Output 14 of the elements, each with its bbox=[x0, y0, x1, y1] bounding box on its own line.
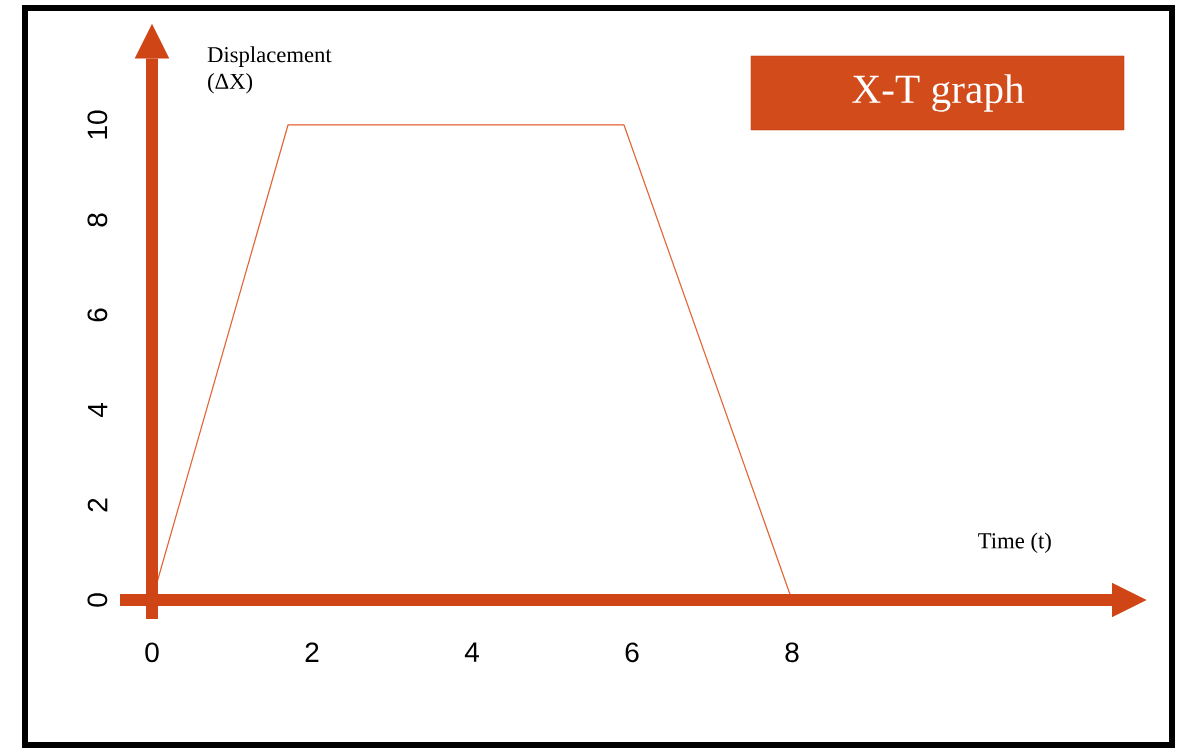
y-tick-label: 6 bbox=[87, 308, 108, 322]
x-tick-label: 2 bbox=[305, 642, 319, 662]
x-tick-label: 0 bbox=[145, 642, 159, 663]
y-tick-label: 2 bbox=[87, 498, 108, 512]
chart-title: X-T graph bbox=[852, 74, 1025, 112]
y-tick-label: 8 bbox=[87, 213, 108, 227]
y-tick-label: 4 bbox=[88, 403, 108, 418]
x-tick-label: 8 bbox=[785, 642, 799, 663]
x-tick-label: 4 bbox=[464, 642, 479, 662]
x-tick-label: 6 bbox=[625, 642, 639, 663]
x-axis-title: Time (t) bbox=[978, 532, 1051, 554]
y-tick-label: 0 bbox=[87, 593, 108, 607]
y-axis-title: Displacement (ΔX) bbox=[207, 46, 332, 94]
y-tick-label: 10 bbox=[87, 110, 108, 139]
